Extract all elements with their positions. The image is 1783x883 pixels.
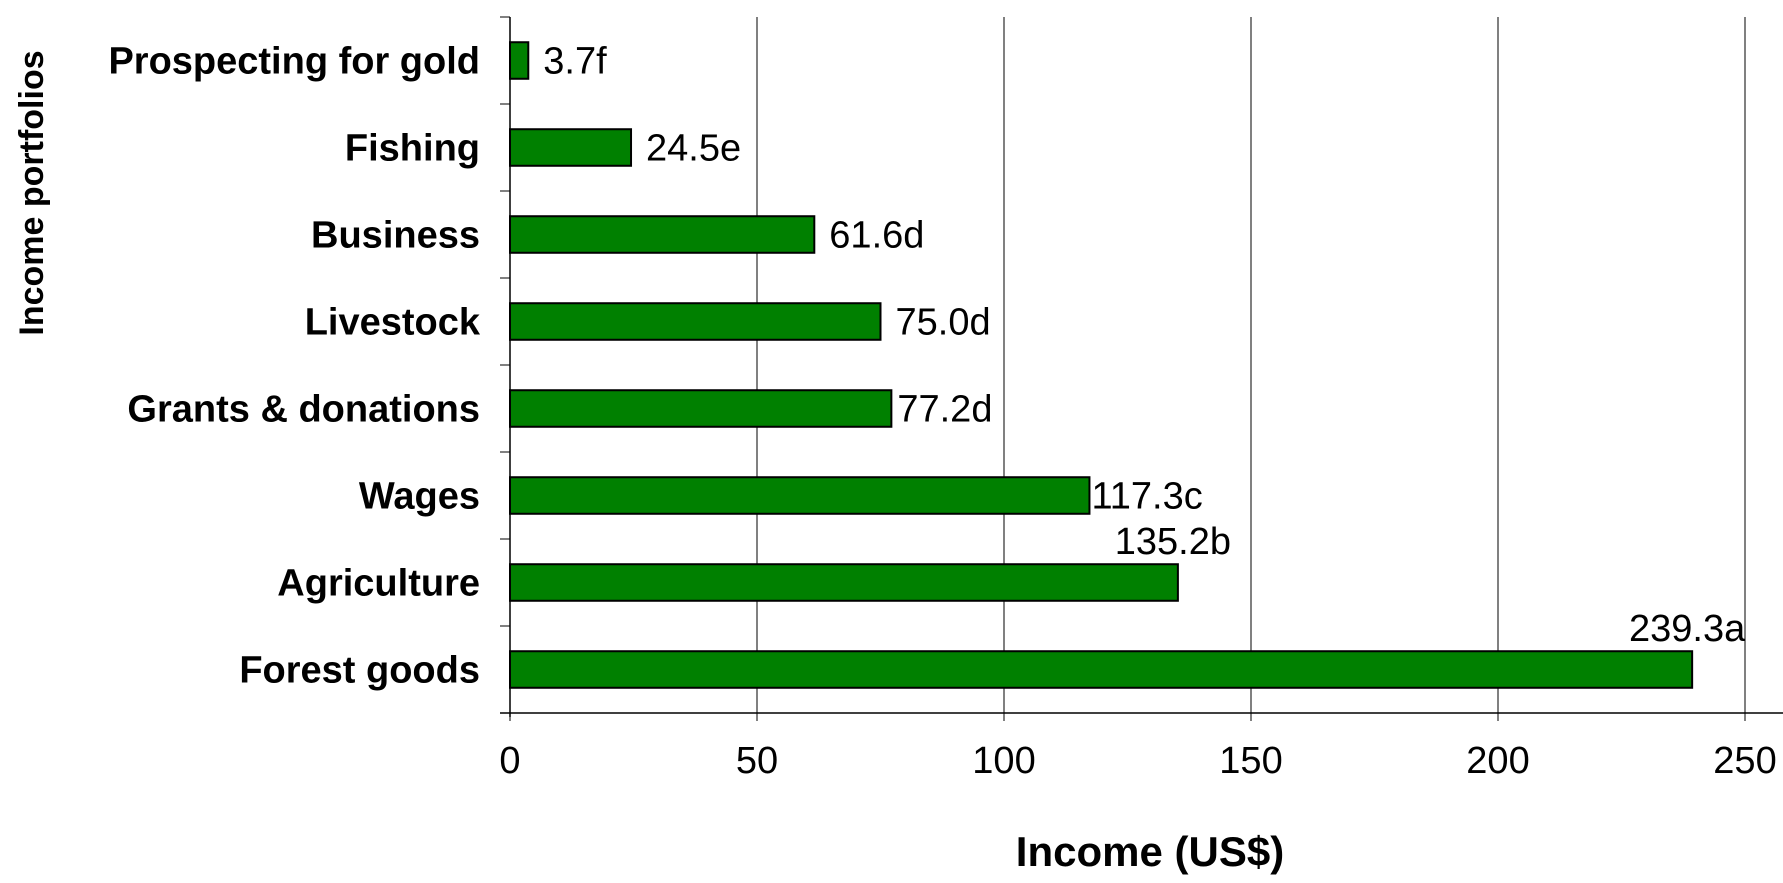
x-tick-label: 100 xyxy=(972,740,1035,782)
data-label: 3.7f xyxy=(543,41,607,83)
x-axis-title: Income (US$) xyxy=(1016,828,1284,875)
data-label: 77.2d xyxy=(897,389,992,431)
category-label: Livestock xyxy=(305,302,481,344)
bar xyxy=(509,650,1694,689)
axes xyxy=(500,16,1783,721)
bar xyxy=(509,476,1091,515)
category-label: Forest goods xyxy=(239,650,480,692)
labels: Prospecting for gold 3.7f Fishing 24.5e Busi… xyxy=(108,41,1776,783)
bar xyxy=(509,302,882,341)
gridlines xyxy=(756,17,1746,713)
y-axis-title: Income portfolios xyxy=(13,50,51,335)
x-tick-label: 200 xyxy=(1466,740,1529,782)
data-label: 61.6d xyxy=(829,215,924,257)
category-label: Agriculture xyxy=(277,563,480,605)
x-tick-label: 150 xyxy=(1219,740,1282,782)
bars xyxy=(509,41,1694,689)
data-label: 239.3a xyxy=(1629,608,1746,650)
data-label: 75.0d xyxy=(896,302,991,344)
bar xyxy=(509,41,530,80)
data-label: 24.5e xyxy=(646,128,741,170)
category-label: Prospecting for gold xyxy=(108,41,480,83)
bar xyxy=(509,128,633,167)
x-tick-label: 250 xyxy=(1713,740,1776,782)
bar xyxy=(509,389,893,428)
x-tick-label: 0 xyxy=(499,740,520,782)
category-label: Fishing xyxy=(345,128,480,170)
category-label: Wages xyxy=(359,476,480,518)
category-label: Business xyxy=(311,215,480,257)
x-tick-label: 50 xyxy=(736,740,778,782)
category-label: Grants & donations xyxy=(127,389,480,431)
data-label: 135.2b xyxy=(1115,521,1231,563)
bar xyxy=(509,215,816,254)
data-label: 117.3c xyxy=(1091,476,1202,518)
bar xyxy=(509,563,1179,602)
